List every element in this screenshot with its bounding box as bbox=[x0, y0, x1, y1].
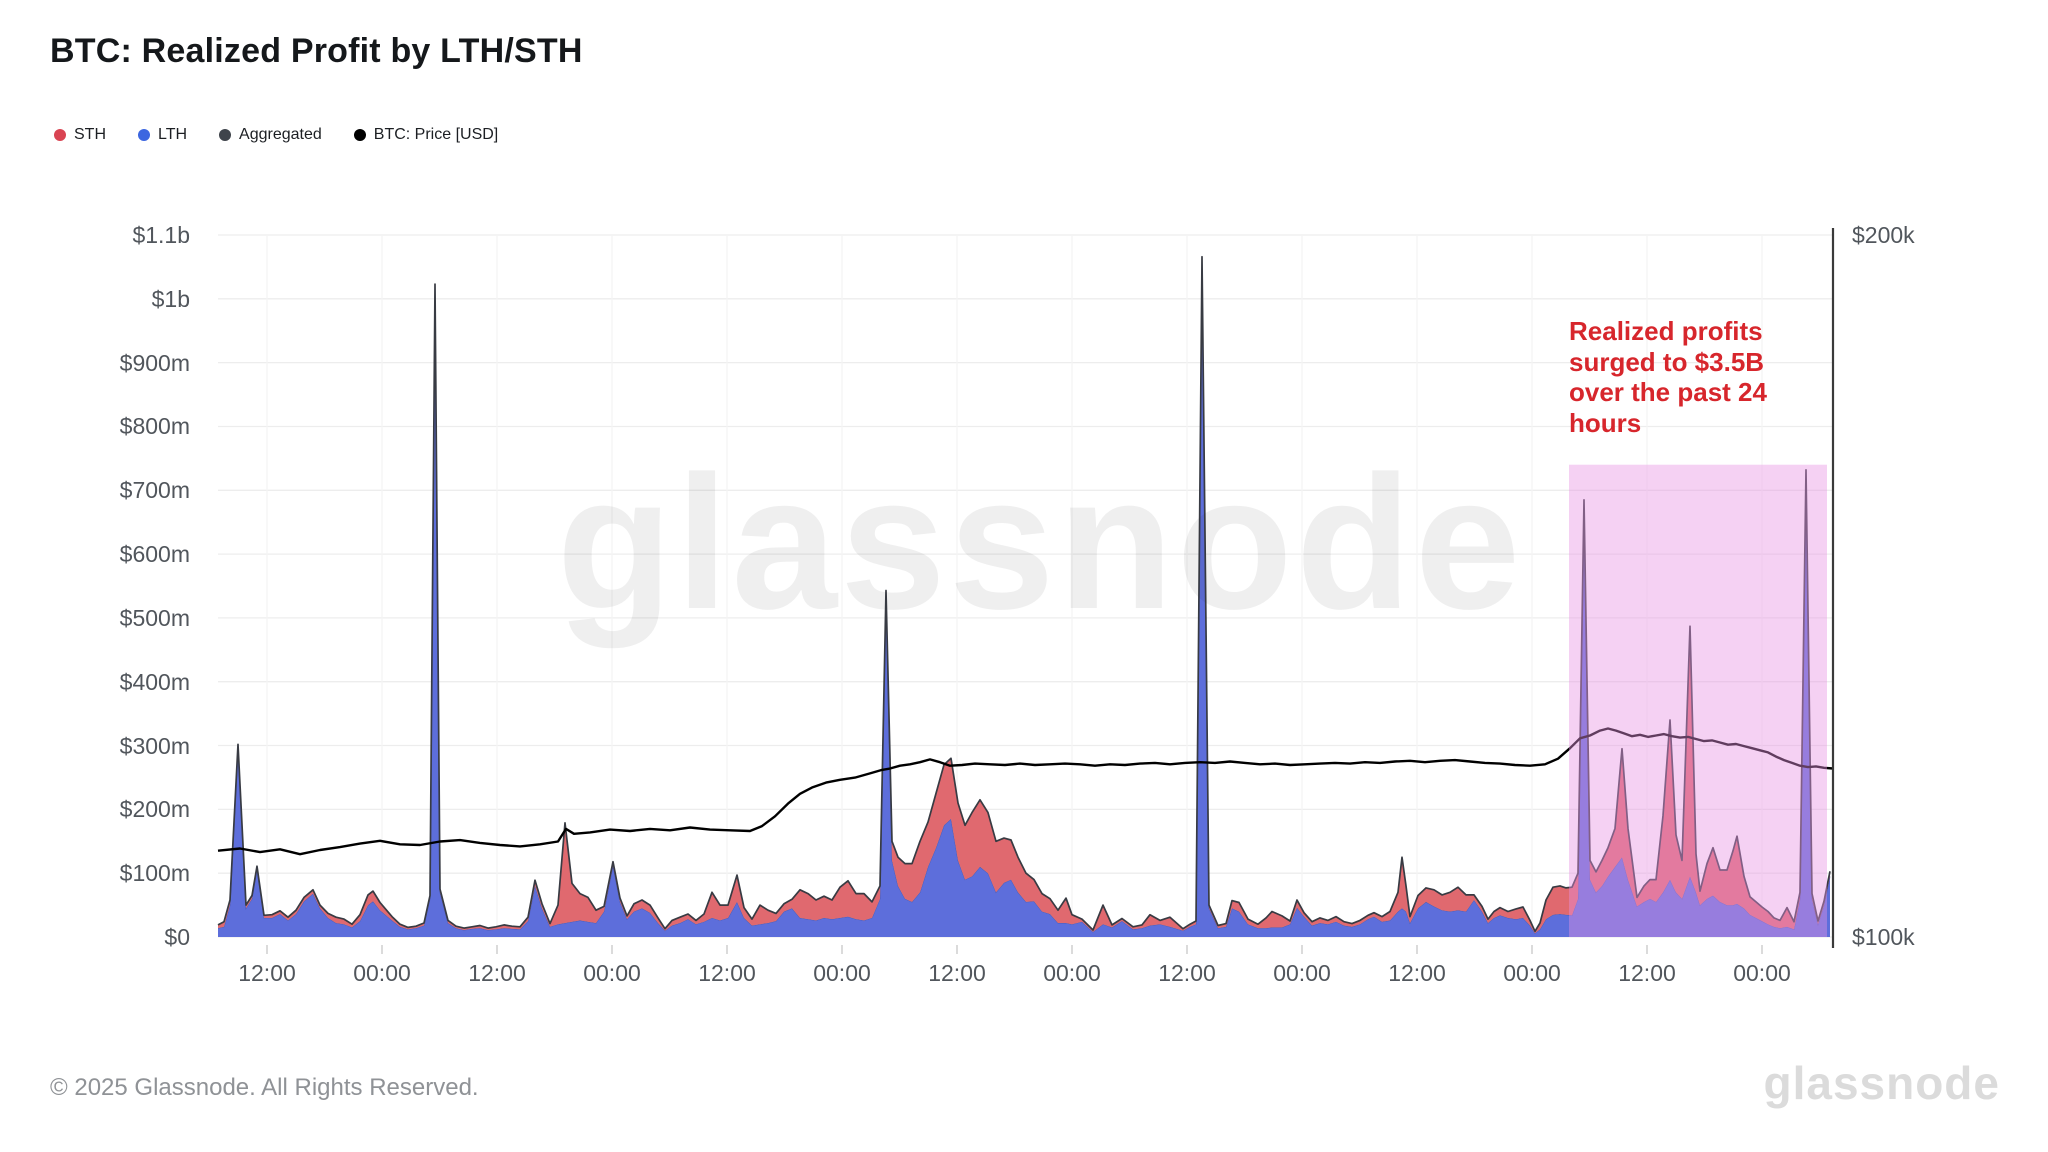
copyright-text: © 2025 Glassnode. All Rights Reserved. bbox=[50, 1074, 479, 1101]
highlight-region bbox=[1569, 464, 1827, 937]
y-axis-right-tick-label: $200k bbox=[1852, 222, 1915, 248]
x-axis-tick-label: 00:00 bbox=[353, 960, 411, 986]
x-axis-tick-label: 12:00 bbox=[1158, 960, 1216, 986]
aggregated-line-series[interactable] bbox=[217, 255, 1831, 933]
legend-label: Aggregated bbox=[239, 126, 322, 143]
x-axis-tick-label: 12:00 bbox=[1388, 960, 1446, 986]
y-axis-left-tick-label: $500m bbox=[119, 604, 190, 631]
btc-price-line-series[interactable] bbox=[217, 727, 1834, 856]
y-axis-right-tick-label: $100k bbox=[1852, 924, 1915, 950]
x-axis-tick-label: 00:00 bbox=[583, 960, 641, 986]
legend-label: STH bbox=[74, 126, 106, 143]
x-axis-tick-label: 12:00 bbox=[1618, 960, 1676, 986]
x-axis-tick-label: 12:00 bbox=[468, 960, 526, 986]
y-axis-left-tick-label: $700m bbox=[119, 477, 190, 504]
legend-item-lth[interactable]: LTH bbox=[138, 126, 187, 144]
y-axis-left-tick-label: $600m bbox=[119, 541, 190, 568]
x-axis-tick-label: 00:00 bbox=[1043, 960, 1101, 986]
x-axis-tick-label: 00:00 bbox=[1733, 960, 1791, 986]
chart-legend: STH LTH Aggregated BTC: Price [USD] bbox=[54, 126, 498, 144]
legend-dot-icon bbox=[138, 129, 150, 141]
y-axis-left-tick-label: $100m bbox=[119, 860, 190, 887]
annotation-realized-profits: Realized profits surged to $3.5B over th… bbox=[1569, 316, 1767, 439]
y-axis-left-tick-label: $200m bbox=[119, 796, 190, 823]
y-axis-left-tick-label: $0 bbox=[164, 924, 190, 950]
y-axis-left-tick-label: $800m bbox=[119, 413, 190, 440]
x-axis-tick-label: 00:00 bbox=[813, 960, 871, 986]
legend-label: LTH bbox=[158, 126, 188, 143]
sth-area-series[interactable] bbox=[218, 256, 1830, 934]
x-axis-tick-label: 12:00 bbox=[238, 960, 296, 986]
glassnode-logo: glassnode bbox=[1763, 1057, 2000, 1109]
legend-item-aggregated[interactable]: Aggregated bbox=[219, 126, 322, 144]
y-axis-left-tick-label: $1.1b bbox=[132, 222, 190, 248]
x-axis-tick-label: 00:00 bbox=[1273, 960, 1331, 986]
y-axis-left-tick-label: $400m bbox=[119, 668, 190, 695]
legend-item-btc-price-usd[interactable]: BTC: Price [USD] bbox=[353, 126, 499, 144]
x-axis-tick-label: 12:00 bbox=[698, 960, 756, 986]
legend-item-sth[interactable]: STH bbox=[54, 126, 106, 144]
y-axis-left-tick-label: $1b bbox=[151, 285, 190, 312]
x-axis-tick-label: 12:00 bbox=[928, 960, 986, 986]
legend-label: BTC: Price [USD] bbox=[373, 126, 499, 143]
legend-dot-icon bbox=[353, 129, 366, 141]
x-axis-tick-label: 00:00 bbox=[1503, 960, 1561, 986]
y-axis-left-tick-label: $300m bbox=[119, 732, 190, 759]
page-title: BTC: Realized Profit by LTH/STH bbox=[50, 32, 583, 70]
legend-dot-icon bbox=[219, 129, 232, 141]
y-axis-left-tick-label: $900m bbox=[119, 349, 190, 376]
legend-dot-icon bbox=[54, 129, 66, 141]
